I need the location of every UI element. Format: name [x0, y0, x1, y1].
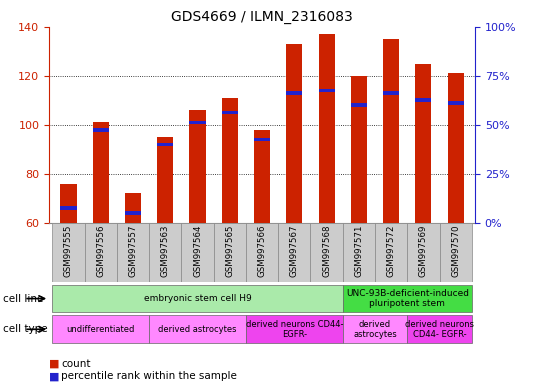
- Bar: [416, 98, 431, 102]
- Text: undifferentiated: undifferentiated: [67, 325, 135, 334]
- Bar: [416, 64, 431, 223]
- Text: derived neurons
CD44- EGFR-: derived neurons CD44- EGFR-: [405, 319, 474, 339]
- Text: GSM997572: GSM997572: [387, 225, 396, 277]
- Bar: [351, 76, 367, 223]
- Bar: [254, 130, 270, 223]
- Text: GSM997556: GSM997556: [96, 225, 105, 277]
- Bar: [318, 34, 335, 223]
- Bar: [383, 39, 399, 223]
- Text: GSM997563: GSM997563: [161, 225, 170, 277]
- Bar: [351, 103, 367, 107]
- Text: derived
astrocytes: derived astrocytes: [353, 319, 397, 339]
- Bar: [93, 128, 109, 132]
- Text: UNC-93B-deficient-induced
pluripotent stem: UNC-93B-deficient-induced pluripotent st…: [346, 289, 469, 308]
- Bar: [343, 316, 407, 343]
- Bar: [286, 44, 302, 223]
- Text: cell line: cell line: [3, 293, 43, 304]
- Bar: [85, 223, 117, 282]
- Text: ■: ■: [49, 359, 60, 369]
- Text: derived astrocytes: derived astrocytes: [158, 325, 237, 334]
- Bar: [149, 316, 246, 343]
- Bar: [117, 223, 149, 282]
- Bar: [448, 73, 464, 223]
- Bar: [407, 316, 472, 343]
- Bar: [246, 316, 343, 343]
- Text: GSM997557: GSM997557: [128, 225, 138, 277]
- Text: GSM997564: GSM997564: [193, 225, 202, 277]
- Bar: [254, 137, 270, 141]
- Bar: [61, 206, 76, 210]
- Bar: [407, 223, 440, 282]
- Text: count: count: [61, 359, 91, 369]
- Bar: [52, 223, 85, 282]
- Bar: [149, 223, 181, 282]
- Bar: [189, 121, 206, 124]
- Bar: [157, 137, 174, 223]
- Text: GSM997568: GSM997568: [322, 225, 331, 277]
- Text: cell type: cell type: [3, 324, 48, 334]
- Text: GSM997566: GSM997566: [258, 225, 266, 277]
- Text: GSM997571: GSM997571: [354, 225, 364, 277]
- Bar: [286, 91, 302, 95]
- Bar: [343, 223, 375, 282]
- Bar: [343, 285, 472, 313]
- Bar: [93, 122, 109, 223]
- Bar: [383, 91, 399, 95]
- Text: embryonic stem cell H9: embryonic stem cell H9: [144, 294, 251, 303]
- Text: GSM997570: GSM997570: [451, 225, 460, 277]
- Title: GDS4669 / ILMN_2316083: GDS4669 / ILMN_2316083: [171, 10, 353, 25]
- Bar: [52, 316, 149, 343]
- Bar: [222, 98, 238, 223]
- Text: derived neurons CD44-
EGFR-: derived neurons CD44- EGFR-: [246, 319, 343, 339]
- Bar: [52, 285, 343, 313]
- Bar: [440, 223, 472, 282]
- Text: ■: ■: [49, 371, 60, 381]
- Text: GSM997555: GSM997555: [64, 225, 73, 277]
- Text: GSM997567: GSM997567: [290, 225, 299, 277]
- Bar: [222, 111, 238, 114]
- Text: percentile rank within the sample: percentile rank within the sample: [61, 371, 237, 381]
- Bar: [318, 89, 335, 93]
- Bar: [125, 211, 141, 215]
- Bar: [61, 184, 76, 223]
- Text: GSM997569: GSM997569: [419, 225, 428, 277]
- Bar: [125, 193, 141, 223]
- Bar: [213, 223, 246, 282]
- Bar: [448, 101, 464, 104]
- Bar: [246, 223, 278, 282]
- Bar: [189, 110, 206, 223]
- Bar: [375, 223, 407, 282]
- Text: GSM997565: GSM997565: [225, 225, 234, 277]
- Bar: [311, 223, 343, 282]
- Bar: [157, 142, 174, 146]
- Bar: [181, 223, 213, 282]
- Bar: [278, 223, 311, 282]
